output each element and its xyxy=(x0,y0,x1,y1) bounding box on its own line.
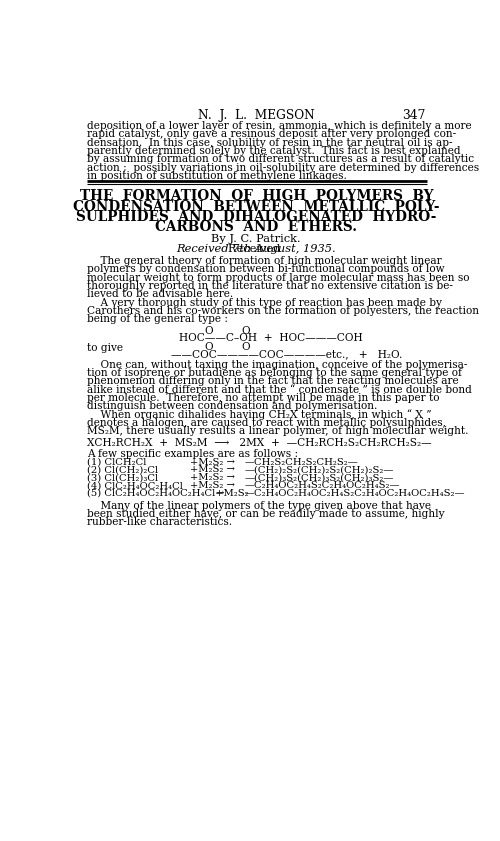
Text: been studied either have, or can be readily made to assume, highly: been studied either have, or can be read… xyxy=(88,509,445,519)
Text: rubber-like characteristics.: rubber-like characteristics. xyxy=(88,517,233,527)
Text: By J. C. Patrick.: By J. C. Patrick. xyxy=(212,234,301,244)
Text: CARBONS  AND  ETHERS.: CARBONS AND ETHERS. xyxy=(155,220,357,235)
Text: Carothers and his co-workers on the formation of polyesters, the reaction: Carothers and his co-workers on the form… xyxy=(88,306,480,316)
Text: distinguish between condensation and polymerisation.: distinguish between condensation and pol… xyxy=(88,401,378,411)
Text: Many of the linear polymers of the type given above that have: Many of the linear polymers of the type … xyxy=(88,500,432,510)
Text: Received: Received xyxy=(228,244,284,254)
Text: The general theory of formation of high molecular weight linear: The general theory of formation of high … xyxy=(88,257,442,266)
Text: (3) Cl(CH₂)₃Cl: (3) Cl(CH₂)₃Cl xyxy=(88,473,158,482)
Text: being of the general type :: being of the general type : xyxy=(88,315,228,325)
Text: THE  FORMATION  OF  HIGH  POLYMERS  BY: THE FORMATION OF HIGH POLYMERS BY xyxy=(80,189,433,204)
Text: thoroughly reported in the literature that no extensive citation is be-: thoroughly reported in the literature th… xyxy=(88,281,453,291)
Text: to give: to give xyxy=(88,343,124,353)
Text: polymers by condensation between bi-functional compounds of low: polymers by condensation between bi-func… xyxy=(88,264,445,274)
Text: by assuming formation of two different structures as a result of catalytic: by assuming formation of two different s… xyxy=(88,154,474,164)
Text: +M₂S₂ →: +M₂S₂ → xyxy=(190,481,236,490)
Text: ——COC————COC————etc.,   +   H₂O.: ——COC————COC————etc., + H₂O. xyxy=(171,349,402,359)
Text: N.  J.  L.  MEGSON: N. J. L. MEGSON xyxy=(198,108,314,122)
Text: lieved to be advisable here.: lieved to be advisable here. xyxy=(88,289,234,299)
Text: rapid catalyst, only gave a resinous deposit after very prolonged con-: rapid catalyst, only gave a resinous dep… xyxy=(88,130,456,140)
Text: HOC——C–OH  +  HOC———COH: HOC——C–OH + HOC———COH xyxy=(179,333,362,342)
Text: →: → xyxy=(215,489,224,498)
Text: —CH₂S₂CH₂S₂CH₂S₂—: —CH₂S₂CH₂S₂CH₂S₂— xyxy=(244,458,358,467)
Text: MS₂M, there usually results a linear polymer, of high molecular weight.: MS₂M, there usually results a linear pol… xyxy=(88,426,469,436)
Text: SULPHIDES  AND  DIHALOGENATED  HYDRO-: SULPHIDES AND DIHALOGENATED HYDRO- xyxy=(76,210,436,224)
Text: (2) Cl(CH₂)₂Cl: (2) Cl(CH₂)₂Cl xyxy=(88,465,158,474)
Text: —(CH₂)₃S₂(CH₂)₃S₂(CH₂)₃S₂—: —(CH₂)₃S₂(CH₂)₃S₂(CH₂)₃S₂— xyxy=(244,473,394,482)
Text: O: O xyxy=(204,325,212,336)
Text: XCH₂RCH₂X  +  MS₂M  ⟶   2MX  +  —CH₂RCH₂S₂CH₂RCH₂S₂—: XCH₂RCH₂X + MS₂M ⟶ 2MX + —CH₂RCH₂S₂CH₂RC… xyxy=(88,438,432,448)
Text: per molecule.  Therefore, no attempt will be made in this paper to: per molecule. Therefore, no attempt will… xyxy=(88,393,440,403)
Text: 347: 347 xyxy=(402,108,425,122)
Text: alike instead of different and that the “ condensate ” is one double bond: alike instead of different and that the … xyxy=(88,384,472,394)
Text: action ;  possibly variations in oil-solubility are determined by differences: action ; possibly variations in oil-solu… xyxy=(88,162,480,172)
Text: deposition of a lower layer of resin, ammonia, which is definitely a more: deposition of a lower layer of resin, am… xyxy=(88,121,472,131)
Text: +M₂S₂ →: +M₂S₂ → xyxy=(190,465,236,474)
Text: phenomenon differing only in the fact that the reacting molecules are: phenomenon differing only in the fact th… xyxy=(88,376,459,386)
Text: +M₂S₂ →: +M₂S₂ → xyxy=(190,458,236,467)
Text: One can, without taxing the imagination, conceive of the polymerisa-: One can, without taxing the imagination,… xyxy=(88,360,468,370)
Text: (4) ClC₂H₄OC₂H₄Cl: (4) ClC₂H₄OC₂H₄Cl xyxy=(88,481,183,490)
Text: —C₂H₄OC₂H₄S₂C₂H₄OC₂H₄S₂—: —C₂H₄OC₂H₄S₂C₂H₄OC₂H₄S₂— xyxy=(244,481,400,490)
Text: molecular weight to form products of large molecular mass has been so: molecular weight to form products of lar… xyxy=(88,272,470,283)
Text: —C₂H₄OC₂H₄OC₂H₄S₂C₂H₄OC₂H₄OC₂H₄S₂—: —C₂H₄OC₂H₄OC₂H₄S₂C₂H₄OC₂H₄OC₂H₄S₂— xyxy=(244,489,465,498)
Text: A few specific examples are as follows :: A few specific examples are as follows : xyxy=(88,449,298,459)
Text: denotes a halogen, are caused to react with metallic polysulphides,: denotes a halogen, are caused to react w… xyxy=(88,418,446,428)
Text: CONDENSATION  BETWEEN  METALLIC  POLY-: CONDENSATION BETWEEN METALLIC POLY- xyxy=(73,199,440,214)
Text: (1) ClCH₂Cl: (1) ClCH₂Cl xyxy=(88,458,146,467)
Text: O: O xyxy=(241,325,250,336)
Text: O: O xyxy=(241,342,250,352)
Text: When organic dihalides having CH₂X terminals, in which “ X ”: When organic dihalides having CH₂X termi… xyxy=(88,410,432,420)
Text: O: O xyxy=(204,342,212,352)
Text: in position of substitution of methylene linkages.: in position of substitution of methylene… xyxy=(88,171,347,181)
Text: +M₂S₂ →: +M₂S₂ → xyxy=(190,473,236,482)
Text: tion of isoprene or butadiene as belonging to the same general type of: tion of isoprene or butadiene as belongi… xyxy=(88,368,462,378)
Text: Received 7th August, 1935.: Received 7th August, 1935. xyxy=(176,244,336,254)
Text: densation.  In this case, solubility of resin in the tar neutral oil is ap-: densation. In this case, solubility of r… xyxy=(88,138,453,147)
Text: A very thorough study of this type of reaction has been made by: A very thorough study of this type of re… xyxy=(88,298,442,308)
Text: parently determined solely by the catalyst.  This fact is best explained: parently determined solely by the cataly… xyxy=(88,145,461,156)
Text: (5) ClC₂H₄OC₂H₄OC₂H₄Cl+M₂S₂: (5) ClC₂H₄OC₂H₄OC₂H₄Cl+M₂S₂ xyxy=(88,489,249,498)
Text: —(CH₂)₂S₂(CH₂)₂S₂(CH₂)₂S₂—: —(CH₂)₂S₂(CH₂)₂S₂(CH₂)₂S₂— xyxy=(244,465,394,474)
